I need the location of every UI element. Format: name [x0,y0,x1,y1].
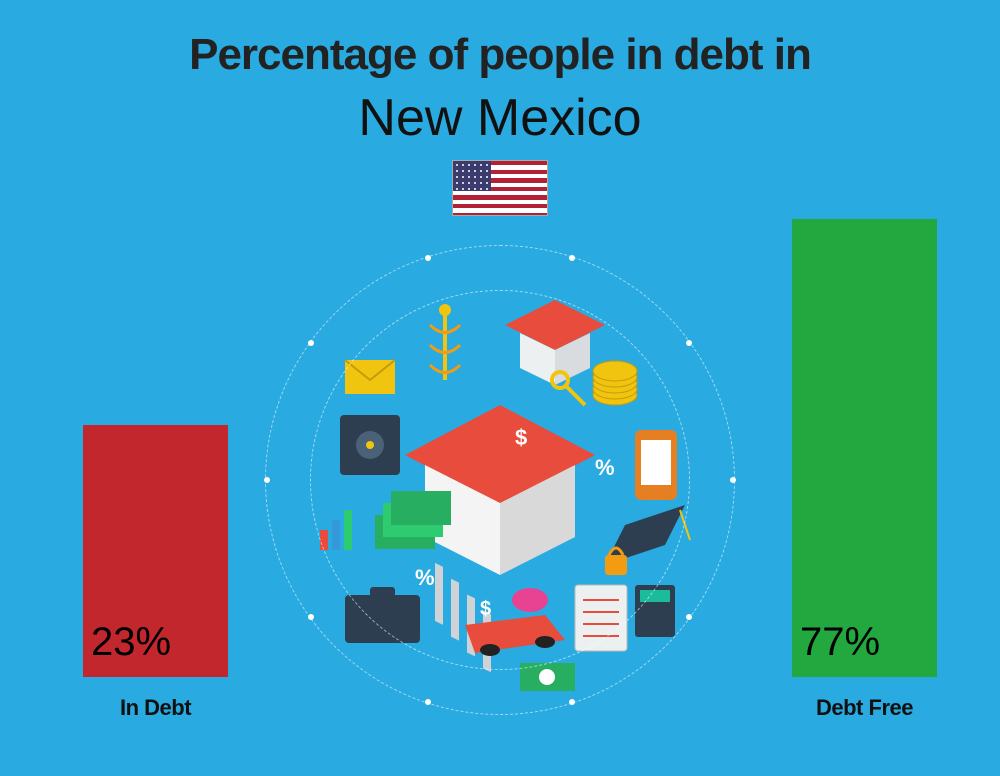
page-title: Percentage of people in debt in [0,30,1000,80]
flag-body [452,160,548,216]
bar-in-debt: 23% [83,425,228,677]
bar-debt-free: 77% [792,219,937,677]
bar-value-in-debt: 23% [91,620,171,665]
finance-icons-circle: %%$$ [265,245,735,715]
page-subtitle: New Mexico [0,88,1000,148]
bar-group-debt-free: 77% Debt Free [792,219,937,721]
bar-group-in-debt: 23% In Debt [83,425,228,721]
bar-label-debt-free: Debt Free [816,695,913,721]
bar-value-debt-free: 77% [800,620,880,665]
bar-label-in-debt: In Debt [120,695,191,721]
us-flag-icon [452,160,548,216]
